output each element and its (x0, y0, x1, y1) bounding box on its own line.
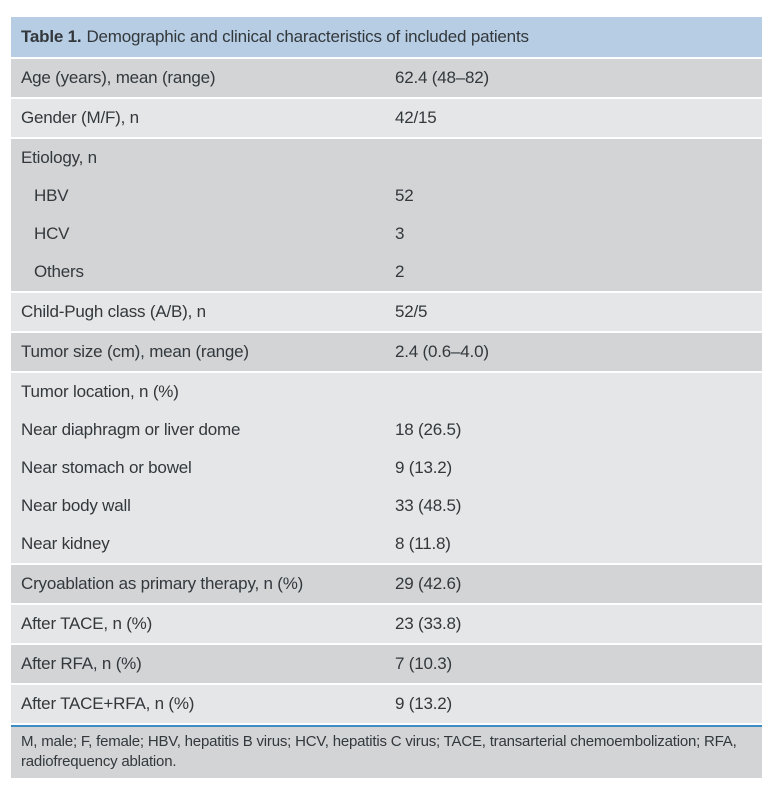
table-row: Etiology, n (11, 139, 762, 177)
table-row: Age (years), mean (range) 62.4 (48–82) (11, 59, 762, 97)
row-block-cryoablation: Cryoablation as primary therapy, n (%) 2… (11, 565, 762, 603)
row-label: Tumor location, n (%) (21, 382, 179, 401)
row-value: 9 (13.2) (395, 694, 452, 713)
row-value: 7 (10.3) (395, 654, 452, 673)
row-block-child-pugh: Child-Pugh class (A/B), n 52/5 (11, 293, 762, 331)
table-row: Near body wall 33 (48.5) (11, 487, 762, 525)
table-row: Tumor location, n (%) (11, 373, 762, 411)
row-value: 3 (395, 224, 405, 243)
row-block-age: Age (years), mean (range) 62.4 (48–82) (11, 59, 762, 97)
table-row: Tumor size (cm), mean (range) 2.4 (0.6–4… (11, 333, 762, 371)
row-label: Near diaphragm or liver dome (21, 420, 241, 439)
row-label: Gender (M/F), n (21, 108, 139, 127)
row-label: Tumor size (cm), mean (range) (21, 342, 249, 361)
row-block-tumor-location: Tumor location, n (%) Near diaphragm or … (11, 373, 762, 563)
table-number: Table 1. (21, 27, 82, 46)
table-row: Gender (M/F), n 42/15 (11, 99, 762, 137)
table-row: HBV 52 (11, 177, 762, 215)
row-value: 33 (48.5) (395, 496, 462, 515)
table-row: Near diaphragm or liver dome 18 (26.5) (11, 411, 762, 449)
row-value: 18 (26.5) (395, 420, 462, 439)
table-row: Others 2 (11, 253, 762, 291)
row-block-tumor-size: Tumor size (cm), mean (range) 2.4 (0.6–4… (11, 333, 762, 371)
table-row: Near kidney 8 (11.8) (11, 525, 762, 563)
footnote-divider-rule (11, 725, 762, 727)
table-row: After TACE, n (%) 23 (33.8) (11, 605, 762, 643)
row-label: HBV (34, 186, 69, 205)
row-block-after-rfa: After RFA, n (%) 7 (10.3) (11, 645, 762, 683)
row-label: Near body wall (21, 496, 131, 515)
row-label: Child-Pugh class (A/B), n (21, 302, 206, 321)
table-row: Cryoablation as primary therapy, n (%) 2… (11, 565, 762, 603)
row-block-after-tace: After TACE, n (%) 23 (33.8) (11, 605, 762, 643)
row-value: 62.4 (48–82) (395, 68, 490, 87)
table-row: After RFA, n (%) 7 (10.3) (11, 645, 762, 683)
row-label: Etiology, n (21, 148, 97, 167)
table-row: Child-Pugh class (A/B), n 52/5 (11, 293, 762, 331)
row-value: 29 (42.6) (395, 574, 462, 593)
demographics-table: Table 1. Demographic and clinical charac… (11, 17, 762, 778)
table-row: HCV 3 (11, 215, 762, 253)
footnote-line-1: M, male; F, female; HBV, hepatitis B vir… (21, 733, 737, 750)
row-label: Others (34, 262, 84, 281)
row-label: Cryoablation as primary therapy, n (%) (21, 574, 304, 593)
row-block-etiology: Etiology, n HBV 52 HCV 3 Others 2 (11, 139, 762, 291)
footnote-line-2: radiofrequency ablation. (21, 753, 177, 770)
table-title: Demographic and clinical characteristics… (86, 27, 529, 46)
row-label: After TACE, n (%) (21, 614, 153, 633)
row-label: After RFA, n (%) (21, 654, 142, 673)
table-row: Near stomach or bowel 9 (13.2) (11, 449, 762, 487)
row-block-gender: Gender (M/F), n 42/15 (11, 99, 762, 137)
row-label: Near kidney (21, 534, 110, 553)
table-title-bar: Table 1. Demographic and clinical charac… (11, 17, 762, 57)
row-value: 8 (11.8) (395, 534, 451, 553)
row-label: Age (years), mean (range) (21, 68, 216, 87)
row-label: After TACE+RFA, n (%) (21, 694, 195, 713)
row-value: 52 (395, 186, 414, 205)
row-block-after-tace-rfa: After TACE+RFA, n (%) 9 (13.2) (11, 685, 762, 723)
row-value: 9 (13.2) (395, 458, 452, 477)
table-footnote: M, male; F, female; HBV, hepatitis B vir… (11, 727, 762, 778)
row-value: 52/5 (395, 302, 428, 321)
row-label: Near stomach or bowel (21, 458, 192, 477)
row-value: 23 (33.8) (395, 614, 462, 633)
row-value: 42/15 (395, 108, 437, 127)
table-row: After TACE+RFA, n (%) 9 (13.2) (11, 685, 762, 723)
row-value: 2.4 (0.6–4.0) (395, 342, 489, 361)
row-value: 2 (395, 262, 405, 281)
row-label: HCV (34, 224, 70, 243)
